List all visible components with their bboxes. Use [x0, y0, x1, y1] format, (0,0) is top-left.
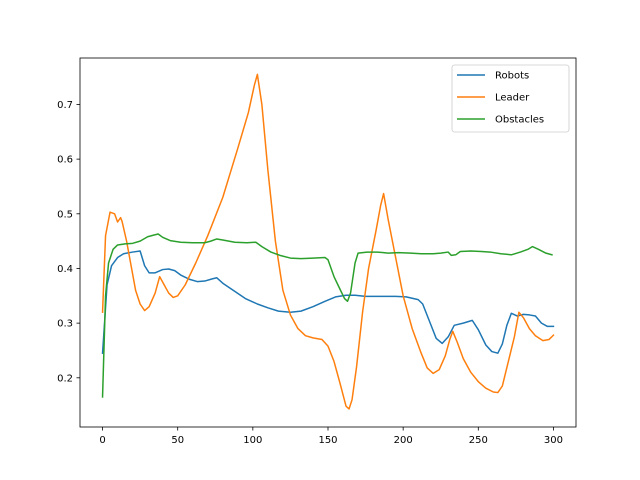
- legend-label-obstacles: Obstacles: [495, 115, 544, 126]
- x-tick-label: 0: [99, 435, 105, 446]
- series-line-obstacles: [101, 233, 553, 398]
- x-tick-label: 150: [318, 435, 337, 446]
- y-tick-label: 0.6: [57, 155, 73, 166]
- y-tick-label: 0.3: [57, 319, 73, 330]
- y-tick-label: 0.5: [57, 209, 73, 220]
- y-tick-label: 0.4: [57, 264, 73, 275]
- x-tick-label: 250: [469, 435, 488, 446]
- x-tick-label: 300: [544, 435, 563, 446]
- x-tick-label: 100: [243, 435, 262, 446]
- y-axis: 0.2 0.3 0.4 0.5 0.6 0.7: [57, 100, 80, 384]
- legend-box: [451, 64, 570, 133]
- legend-label-leader: Leader: [495, 93, 530, 104]
- x-tick-label: 200: [394, 435, 413, 446]
- y-tick-label: 0.2: [57, 373, 73, 384]
- series-line-robots: [101, 250, 555, 354]
- legend-label-robots: Robots: [495, 71, 529, 82]
- x-tick-label: 50: [171, 435, 184, 446]
- legend: Robots Leader Obstacles: [451, 64, 570, 133]
- y-tick-label: 0.7: [57, 100, 73, 111]
- series-line-leader: [101, 73, 555, 410]
- x-axis: 0 50 100 150 200 250 300: [99, 427, 563, 446]
- plot-lines: [101, 73, 555, 410]
